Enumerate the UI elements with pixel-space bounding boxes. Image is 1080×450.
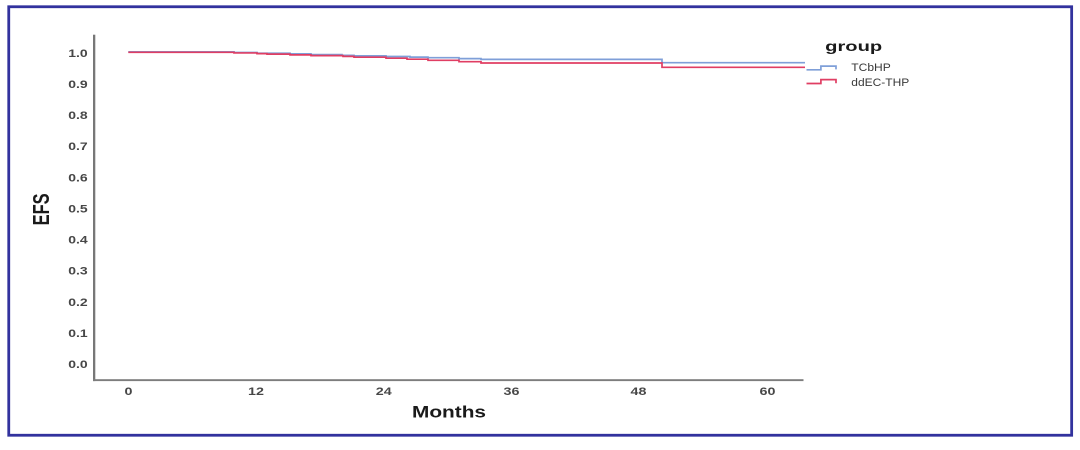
svg-text:0.5: 0.5 [68, 203, 87, 215]
svg-text:group: group [825, 38, 882, 54]
svg-text:60: 60 [760, 384, 776, 397]
svg-text:0.6: 0.6 [68, 172, 87, 184]
svg-text:0.0: 0.0 [68, 358, 87, 370]
svg-text:36: 36 [504, 384, 520, 397]
svg-text:ddEC-THP: ddEC-THP [851, 77, 909, 89]
svg-text:0.3: 0.3 [68, 265, 87, 277]
svg-text:48: 48 [631, 384, 647, 397]
svg-text:24: 24 [376, 384, 393, 397]
svg-text:1.0: 1.0 [68, 47, 87, 59]
svg-text:0.4: 0.4 [68, 234, 87, 246]
svg-text:12: 12 [248, 384, 264, 397]
svg-text:Months: Months [412, 404, 486, 422]
svg-text:0.7: 0.7 [68, 141, 87, 153]
svg-text:0.1: 0.1 [68, 327, 87, 339]
svg-text:0.8: 0.8 [68, 109, 87, 121]
svg-text:TCbHP: TCbHP [851, 62, 891, 74]
svg-text:EFS: EFS [29, 193, 54, 225]
svg-text:0: 0 [125, 384, 133, 397]
svg-text:0.9: 0.9 [68, 78, 87, 90]
svg-text:0.2: 0.2 [68, 296, 87, 308]
